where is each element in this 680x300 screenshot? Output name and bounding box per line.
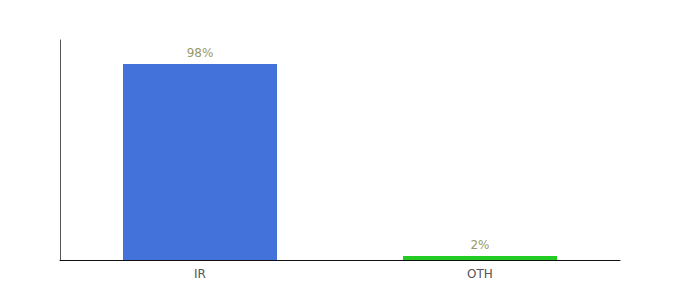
svg-text:OTH: OTH (467, 267, 493, 281)
svg-text:IR: IR (194, 267, 206, 281)
svg-text:2%: 2% (470, 238, 489, 252)
svg-text:98%: 98% (187, 46, 214, 60)
